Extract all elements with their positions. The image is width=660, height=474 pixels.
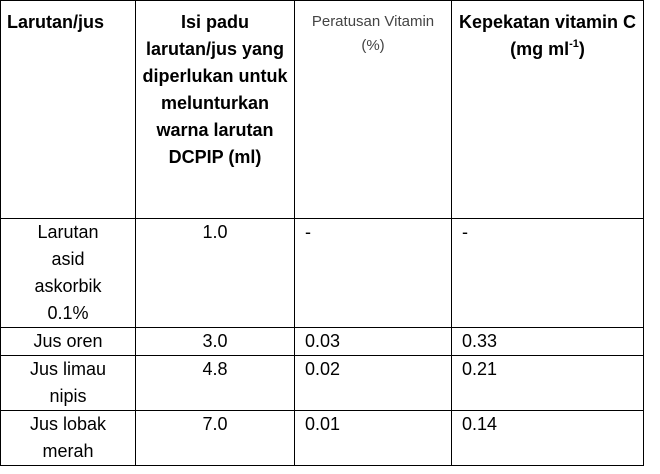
header-row: Larutan/jus Isi padu larutan/jus yang di… (0, 0, 644, 219)
cell-solution-name: Jus oren (0, 327, 136, 356)
header-percentage: Peratusan Vitamin (%) (294, 0, 452, 219)
cell-percentage: 0.03 (294, 327, 452, 356)
table-row: Jus limau nipis 4.8 0.02 0.21 (0, 355, 644, 411)
table-row: Jus lobak merah 7.0 0.01 0.14 (0, 410, 644, 466)
cell-volume: 1.0 (135, 218, 295, 328)
table-row: Jus oren 3.0 0.03 0.33 (0, 327, 644, 356)
header-concentration-text: Kepekatan vitamin C (mg ml (458, 12, 637, 59)
cell-solution-name: Larutan asid askorbik 0.1% (0, 218, 136, 328)
header-concentration: Kepekatan vitamin C (mg ml-1) (451, 0, 644, 219)
cell-percentage: 0.01 (294, 410, 452, 466)
table-row: Larutan asid askorbik 0.1% 1.0 - - (0, 218, 644, 328)
cell-solution-name: Jus lobak merah (0, 410, 136, 466)
cell-volume: 3.0 (135, 327, 295, 356)
vitamin-c-table: Larutan/jus Isi padu larutan/jus yang di… (0, 0, 644, 466)
cell-concentration: 0.14 (451, 410, 644, 466)
header-volume: Isi padu larutan/jus yang diperlukan unt… (135, 0, 295, 219)
cell-percentage: - (294, 218, 452, 328)
cell-concentration: - (451, 218, 644, 328)
cell-solution-name: Jus limau nipis (0, 355, 136, 411)
header-solution: Larutan/jus (0, 0, 136, 219)
cell-percentage: 0.02 (294, 355, 452, 411)
cell-volume: 7.0 (135, 410, 295, 466)
cell-concentration: 0.33 (451, 327, 644, 356)
cell-concentration: 0.21 (451, 355, 644, 411)
cell-volume: 4.8 (135, 355, 295, 411)
header-concentration-close: ) (578, 39, 585, 59)
header-concentration-superscript: -1 (569, 38, 579, 50)
